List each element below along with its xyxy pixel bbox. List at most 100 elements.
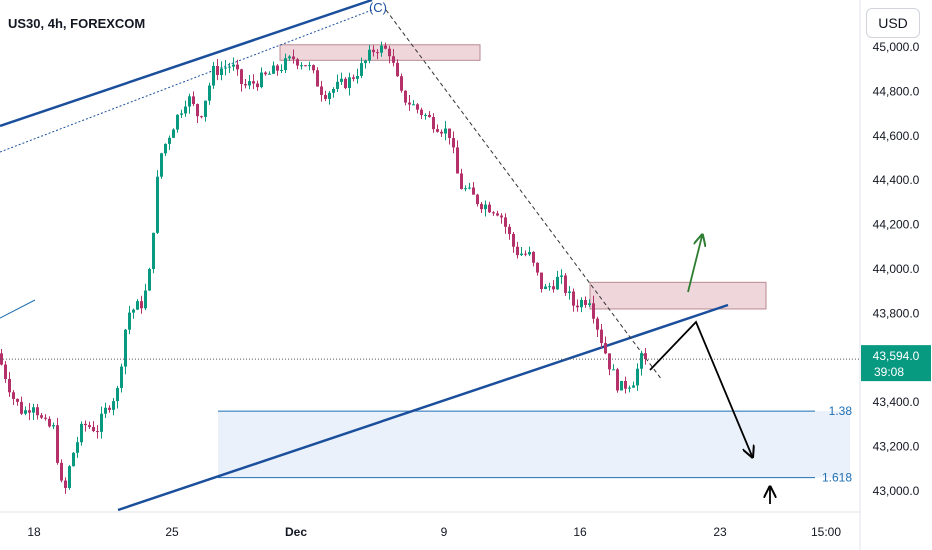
candle-body: [152, 232, 155, 270]
candle-body: [300, 65, 303, 67]
candle-body: [132, 309, 135, 313]
candle-body: [336, 81, 339, 89]
candle-body: [560, 275, 563, 277]
candle-body: [320, 86, 323, 95]
candle-body: [252, 81, 255, 84]
candle-body: [388, 48, 391, 57]
price-axis-label: 43,800.0: [873, 306, 920, 320]
candle-body: [484, 204, 487, 210]
candle-body: [104, 407, 107, 414]
price-axis-label: 44,000.0: [873, 262, 920, 276]
candle-body: [476, 194, 479, 205]
candle-body: [220, 68, 223, 75]
price-tag-value: 43,594.0: [873, 349, 920, 363]
candle-body: [512, 233, 515, 247]
price-tag: [861, 345, 931, 382]
candle-body: [236, 64, 239, 70]
candle-body: [256, 83, 259, 88]
candle-body: [284, 58, 287, 70]
candle-body: [28, 410, 31, 413]
bearish-path-arrow: [649, 320, 752, 456]
price-tag-countdown: 39:08: [874, 365, 904, 379]
candle-body: [40, 415, 43, 418]
candle-body: [468, 187, 471, 189]
candle-body: [584, 299, 587, 305]
candle-body: [552, 286, 555, 290]
candle-body: [92, 426, 95, 432]
candle-body: [48, 418, 51, 427]
candle-body: [340, 78, 343, 82]
bullish-arrow: [687, 236, 702, 293]
candle-body: [440, 131, 443, 134]
candle-body: [164, 143, 167, 154]
candle-body: [632, 385, 635, 388]
candle-body: [392, 56, 395, 63]
candle-body: [328, 92, 331, 99]
candle-body: [80, 423, 83, 443]
candle-body: [116, 387, 119, 402]
candle-body: [600, 329, 603, 344]
candle-body: [544, 286, 547, 290]
candle-body: [628, 387, 631, 389]
candle-body: [136, 301, 139, 310]
left-trend-fragment: [0, 299, 36, 319]
candle-body: [500, 215, 503, 218]
candle-body: [268, 73, 271, 75]
candle-body: [592, 303, 595, 319]
price-axis-label: 44,800.0: [873, 84, 920, 98]
candle-body: [492, 212, 495, 214]
price-axis-label: 44,400.0: [873, 173, 920, 187]
channel-upper-line: [0, 0, 373, 128]
candle-body: [564, 275, 567, 293]
candle-body: [472, 187, 475, 195]
candle-body: [368, 49, 371, 61]
candles: [0, 41, 647, 494]
candle-body: [148, 269, 151, 291]
candle-body: [200, 116, 203, 118]
candle-body: [636, 368, 639, 386]
candle-body: [124, 329, 127, 367]
candle-body: [348, 77, 351, 89]
candle-body: [172, 129, 175, 138]
candle-body: [72, 452, 75, 467]
candle-body: [176, 114, 179, 130]
candle-body: [20, 401, 23, 414]
candle-body: [588, 303, 591, 305]
candle-body: [156, 176, 159, 233]
candle-body: [316, 70, 319, 87]
descending-trendline: [385, 9, 663, 381]
candle-body: [528, 251, 531, 255]
candle-body: [8, 378, 11, 393]
candle-body: [396, 62, 399, 77]
candle-body: [96, 431, 99, 433]
candle-body: [56, 425, 59, 463]
candle-body: [16, 398, 19, 402]
candle-body: [232, 64, 235, 67]
wave-label: (C): [369, 0, 387, 15]
candle-body: [332, 88, 335, 93]
candle-body: [508, 226, 511, 234]
candle-body: [464, 188, 467, 190]
candle-body: [400, 76, 403, 91]
candle-body: [212, 66, 215, 86]
candle-body: [188, 96, 191, 107]
candle-body: [536, 262, 539, 273]
candle-body: [532, 251, 535, 263]
candle-body: [144, 290, 147, 309]
candle-body: [456, 147, 459, 174]
candle-body: [288, 56, 291, 59]
candle-body: [192, 96, 195, 105]
candle-body: [280, 69, 283, 71]
fib-level-label: 1.618: [822, 471, 852, 485]
candle-body: [128, 312, 131, 330]
candle-body: [372, 49, 375, 53]
candle-body: [264, 72, 267, 75]
channel-lower-line: [117, 303, 729, 512]
price-axis-label: 44,200.0: [873, 218, 920, 232]
candle-body: [168, 137, 171, 144]
candle-body: [604, 343, 607, 354]
currency-button[interactable]: USD: [866, 8, 920, 38]
time-axis-label: 25: [165, 525, 179, 539]
